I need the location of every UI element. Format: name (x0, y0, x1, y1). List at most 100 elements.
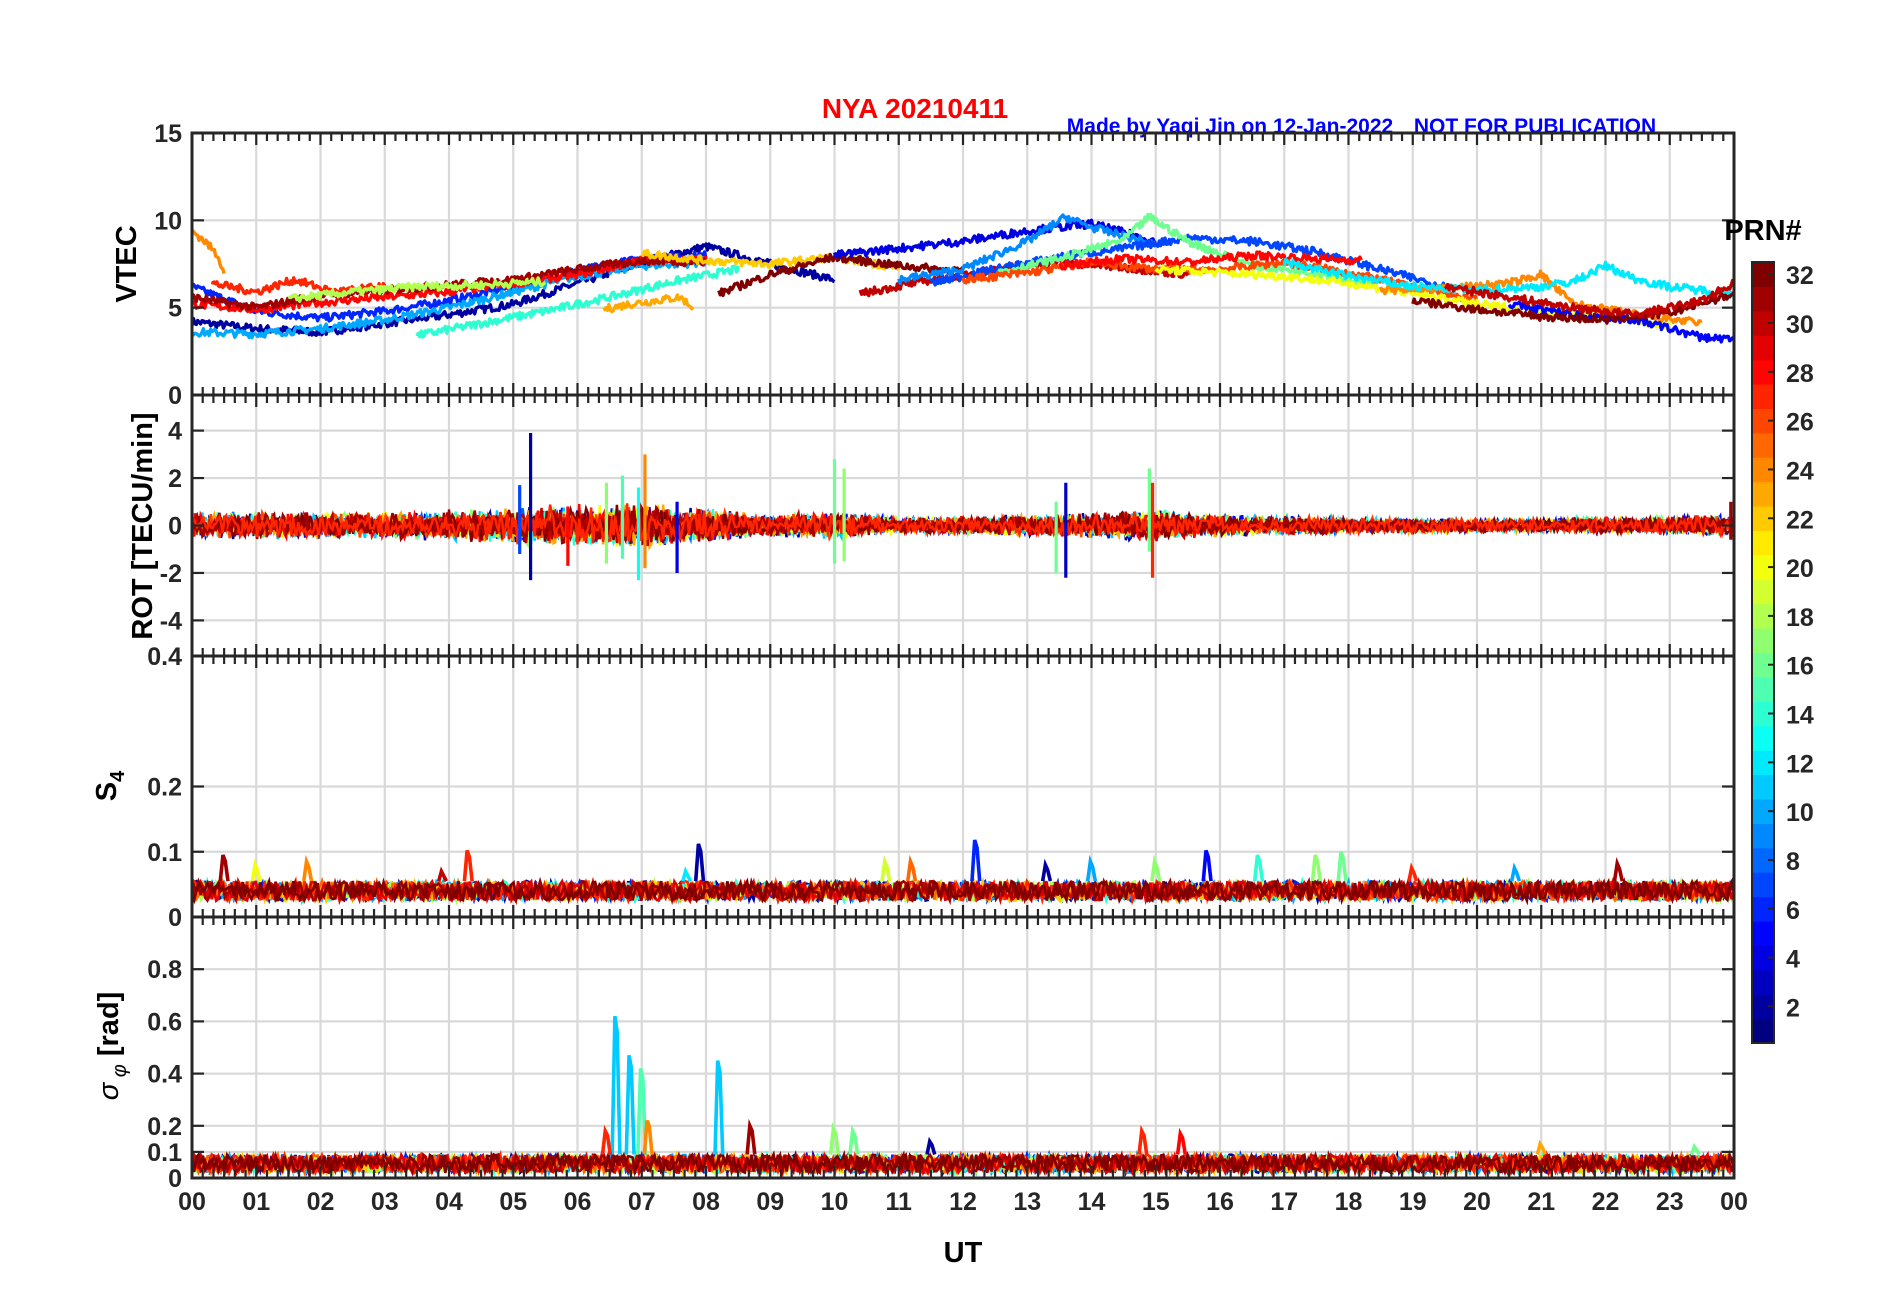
y-tick-label: 0.4 (147, 643, 182, 671)
x-tick-label: 10 (821, 1188, 849, 1216)
s4-grid (192, 654, 1734, 919)
colorbar-segment (1752, 847, 1774, 873)
x-tick-label: 18 (1335, 1188, 1363, 1216)
y-tick-label: 10 (154, 207, 182, 235)
y-tick-label: 0 (168, 904, 182, 932)
colorbar-segment (1752, 432, 1774, 458)
x-tick-label: 17 (1270, 1188, 1298, 1216)
x-tick-label: 21 (1527, 1188, 1555, 1216)
colorbar-segment (1752, 652, 1774, 678)
colorbar-tick-label: 12 (1786, 750, 1814, 778)
colorbar-segment (1752, 676, 1774, 702)
colorbar-tick-label: 32 (1786, 262, 1814, 290)
sigma_phi-spike (636, 1068, 648, 1155)
colorbar-tick-label: 24 (1786, 457, 1814, 485)
colorbar-tick-label: 2 (1786, 994, 1800, 1022)
sigma_phi-spike (925, 1136, 937, 1156)
vtec-series-line (994, 212, 1381, 292)
colorbar-segment (1752, 408, 1774, 434)
x-tick-label: 19 (1399, 1188, 1427, 1216)
colorbar-segment (1752, 920, 1774, 946)
y-tick-label: 2 (168, 465, 182, 493)
s4-spike (905, 854, 918, 882)
rot-ylabel: ROT [TECU/min] (127, 412, 159, 639)
s4-series-line (192, 876, 1734, 906)
y-tick-label: 0.1 (147, 1139, 182, 1167)
y-tick-label: 0 (168, 513, 182, 541)
s4-spike (1201, 849, 1213, 882)
colorbar-segment (1752, 994, 1774, 1020)
x-tick-label: 08 (692, 1188, 720, 1216)
y-tick-label: 0.4 (147, 1061, 182, 1089)
y-tick-label: 0.1 (147, 839, 182, 867)
colorbar-segment (1752, 798, 1774, 824)
chart-title: NYA 20210411 (822, 93, 1008, 124)
y-tick-label: 0.6 (147, 1008, 182, 1036)
s4-spike (681, 866, 693, 882)
s4-spike (1252, 854, 1265, 882)
colorbar-tick-label: 26 (1786, 409, 1814, 437)
s4-spike (1336, 851, 1348, 882)
colorbar-tick-label: 10 (1786, 799, 1814, 827)
sigma_phi-spike (828, 1121, 841, 1155)
colorbar-segment (1752, 335, 1774, 361)
x-tick-label: 13 (1013, 1188, 1041, 1216)
y-tick-label: -2 (160, 560, 182, 588)
y-tick-label: 4 (168, 418, 182, 446)
vtec-series-line (287, 276, 547, 303)
colorbar-tick-label: 14 (1786, 702, 1814, 730)
s4-spike (693, 843, 706, 882)
vtec-series-line (415, 264, 740, 339)
s4-spike (970, 839, 982, 882)
sigma_phi-spike (624, 1054, 636, 1155)
colorbar-segment (1752, 530, 1774, 556)
colorbar-segment (1752, 554, 1774, 580)
vtec-series-line (1282, 257, 1734, 299)
vtec-series-line (1411, 291, 1734, 325)
vtec-x-ticks (190, 133, 1736, 395)
sigma_phi-spike (1175, 1127, 1188, 1155)
colorbar-segment (1752, 774, 1774, 800)
s4-spike (1310, 854, 1323, 882)
x-tick-label: 22 (1592, 1188, 1620, 1216)
sigma_phi-spike (745, 1118, 757, 1155)
vtec-ylabel: VTEC (111, 225, 143, 302)
colorbar-segment (1752, 701, 1774, 727)
vtec-series-line (192, 242, 836, 337)
vtec-series-line (961, 257, 1479, 304)
x-tick-label: 01 (242, 1188, 270, 1216)
colorbar-tick-label: 4 (1786, 946, 1800, 974)
vtec-series-line (1443, 278, 1734, 319)
y-tick-label: 5 (168, 295, 182, 323)
x-tick-label: 11 (886, 1188, 913, 1216)
s4-x-ticks (190, 656, 1736, 917)
vtec-series-line (929, 233, 1447, 291)
colorbar-tick-label: 6 (1786, 897, 1800, 925)
s4-spike (1509, 862, 1522, 882)
colorbar-tick-label: 28 (1786, 360, 1814, 388)
colorbar-segment (1752, 481, 1774, 507)
colorbar-segment (1752, 1018, 1774, 1044)
vtec-series-line (1058, 250, 1363, 271)
sigma_phi-spike (642, 1119, 654, 1155)
s4-spike (1040, 858, 1053, 882)
y-tick-label: 0 (168, 382, 182, 410)
x-tick-label: 07 (628, 1188, 656, 1216)
s4-ylabel: S4 (91, 770, 129, 801)
colorbar-segment (1752, 457, 1774, 483)
colorbar-segment (1752, 262, 1774, 288)
x-tick-label: 12 (949, 1188, 977, 1216)
x-tick-label: 03 (371, 1188, 399, 1216)
x-tick-label: 23 (1656, 1188, 1684, 1216)
x-tick-label: 05 (499, 1188, 527, 1216)
s4-spike (250, 858, 262, 882)
colorbar-segment (1752, 310, 1774, 336)
colorbar-tick-label: 16 (1786, 653, 1814, 681)
vtec-series-line (832, 218, 1157, 259)
colorbar-segment (1752, 750, 1774, 776)
x-axis-label: UT (944, 1237, 983, 1269)
vtec-series-line (602, 293, 695, 314)
y-tick-label: 0.8 (147, 956, 182, 984)
